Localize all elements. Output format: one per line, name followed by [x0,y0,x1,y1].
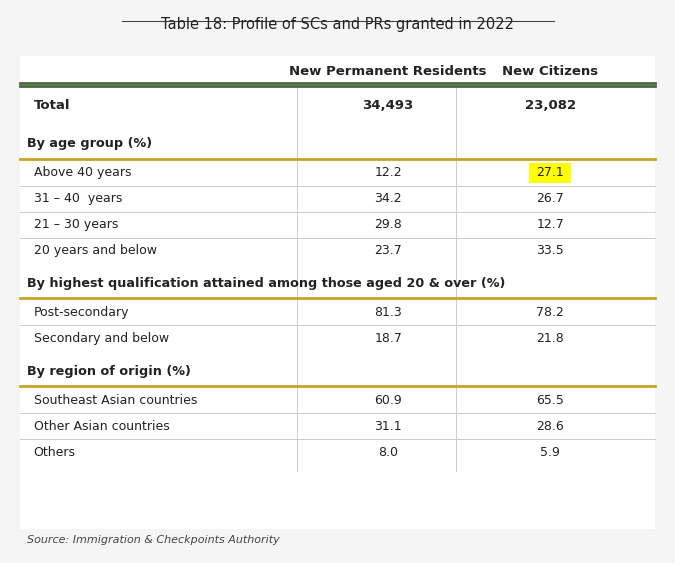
Text: New Permanent Residents: New Permanent Residents [290,65,487,78]
Text: Post-secondary: Post-secondary [34,306,129,319]
Text: 20 years and below: 20 years and below [34,244,157,257]
Text: 29.8: 29.8 [374,218,402,231]
Text: 33.5: 33.5 [536,244,564,257]
Text: Total: Total [34,99,70,112]
Text: 21.8: 21.8 [536,332,564,345]
Text: 28.6: 28.6 [536,419,564,433]
Text: By age group (%): By age group (%) [27,137,152,150]
Text: Table 18: Profile of SCs and PRs granted in 2022: Table 18: Profile of SCs and PRs granted… [161,17,514,32]
Text: Source: Immigration & Checkpoints Authority: Source: Immigration & Checkpoints Author… [27,535,279,545]
Text: 78.2: 78.2 [536,306,564,319]
Text: 34.2: 34.2 [375,192,402,205]
Text: 31 – 40  years: 31 – 40 years [34,192,122,205]
Text: Southeast Asian countries: Southeast Asian countries [34,394,197,407]
Text: 23,082: 23,082 [524,99,576,112]
Text: 31.1: 31.1 [375,419,402,433]
Text: Other Asian countries: Other Asian countries [34,419,169,433]
Text: By highest qualification attained among those aged 20 & over (%): By highest qualification attained among … [27,276,506,290]
Text: New Citizens: New Citizens [502,65,598,78]
Text: Secondary and below: Secondary and below [34,332,169,345]
Text: Others: Others [34,445,76,459]
Text: 12.7: 12.7 [536,218,564,231]
Text: 8.0: 8.0 [378,445,398,459]
Text: 34,493: 34,493 [362,99,414,112]
Text: Above 40 years: Above 40 years [34,166,131,180]
Text: 81.3: 81.3 [374,306,402,319]
Text: 65.5: 65.5 [536,394,564,407]
Text: 23.7: 23.7 [374,244,402,257]
Text: 5.9: 5.9 [540,445,560,459]
Text: 21 – 30 years: 21 – 30 years [34,218,118,231]
Text: 12.2: 12.2 [375,166,402,180]
Text: By region of origin (%): By region of origin (%) [27,364,191,378]
Text: 18.7: 18.7 [374,332,402,345]
Text: 60.9: 60.9 [374,394,402,407]
Text: 26.7: 26.7 [536,192,564,205]
Text: 27.1: 27.1 [536,166,564,180]
